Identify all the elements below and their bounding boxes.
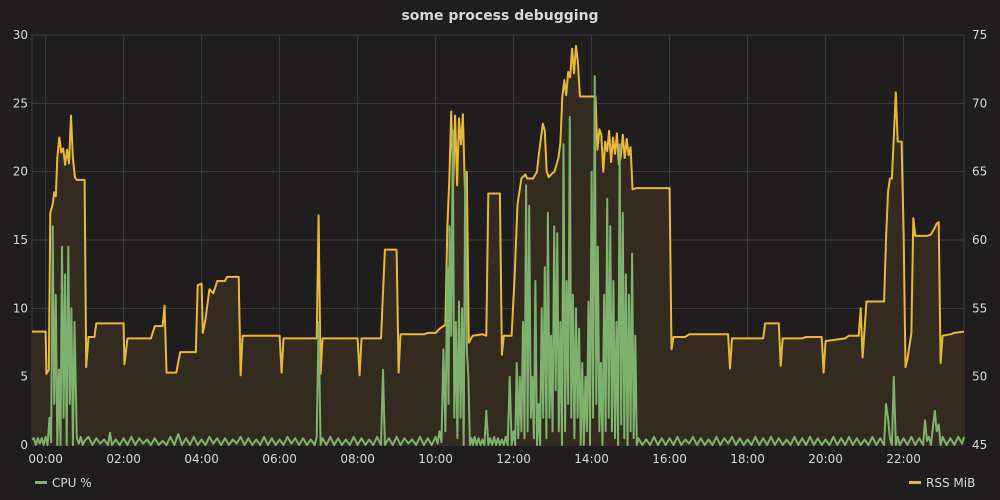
x-tick-label: 16:00 — [652, 452, 687, 466]
left-tick-label: 20 — [13, 165, 28, 179]
x-axis: 00:00 02:00 04:00 06:00 08:00 10:00 12:00 14:00… — [28, 452, 921, 466]
right-tick-label: 65 — [972, 165, 987, 179]
left-tick-label: 25 — [13, 96, 28, 110]
series-line-rss-mib — [32, 44, 965, 377]
legend-label-cpu: CPU % — [52, 476, 92, 490]
left-y-axis: 0 5 10 15 20 25 30 — [13, 28, 28, 452]
x-tick-label: 08:00 — [340, 452, 375, 466]
x-tick-label: 04:00 — [184, 452, 219, 466]
series-line-layer — [31, 44, 965, 446]
right-tick-label: 45 — [972, 438, 987, 452]
right-tick-label: 55 — [972, 301, 987, 315]
legend-swatch-cpu — [35, 481, 47, 484]
series-area-rss-mib — [32, 45, 964, 446]
x-tick-label: 10:00 — [418, 452, 453, 466]
x-tick-label: 02:00 — [106, 452, 141, 466]
legend-item-rss[interactable]: RSS MiB — [909, 476, 975, 490]
right-tick-label: 75 — [972, 28, 987, 42]
chart-title: some process debugging — [401, 8, 598, 24]
legend-label-rss: RSS MiB — [926, 476, 975, 490]
x-tick-label: 18:00 — [730, 452, 765, 466]
series-fill-layer — [32, 45, 964, 446]
x-tick-label: 12:00 — [496, 452, 531, 466]
left-tick-label: 30 — [13, 28, 28, 42]
right-tick-label: 50 — [972, 370, 987, 384]
x-tick-label: 14:00 — [574, 452, 609, 466]
x-tick-label: 22:00 — [886, 452, 921, 466]
right-tick-label: 60 — [972, 233, 987, 247]
left-tick-label: 0 — [20, 438, 28, 452]
right-tick-label: 70 — [972, 96, 987, 110]
x-tick-label: 20:00 — [808, 452, 843, 466]
left-tick-label: 15 — [13, 233, 28, 247]
left-tick-label: 5 — [20, 370, 28, 384]
legend-item-cpu[interactable]: CPU % — [35, 476, 92, 490]
x-tick-label: 06:00 — [262, 452, 297, 466]
x-tick-label: 00:00 — [28, 452, 63, 466]
legend: CPU % RSS MiB — [35, 476, 975, 490]
legend-swatch-rss — [909, 481, 921, 484]
left-tick-label: 10 — [13, 301, 28, 315]
series-line-cpu — [31, 75, 965, 446]
right-y-axis: 45 50 55 60 65 70 75 — [972, 28, 987, 452]
